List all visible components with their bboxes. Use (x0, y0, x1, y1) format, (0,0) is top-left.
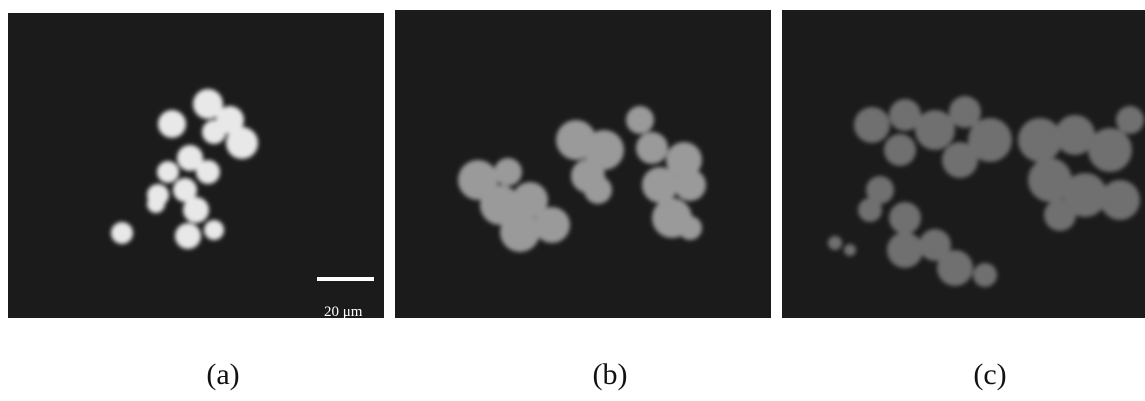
panel-b (395, 10, 771, 318)
figure: 20 μm (a) (b) (c) (0, 0, 1145, 401)
panel-label: (a) (206, 358, 239, 391)
scale-bar-label: 20 μm (324, 304, 363, 320)
panel-label: (c) (973, 358, 1006, 391)
panel-a: 20 μm (8, 13, 384, 320)
scale-bar (317, 277, 374, 281)
panel-label: (b) (593, 358, 628, 391)
panel-c (782, 10, 1145, 318)
